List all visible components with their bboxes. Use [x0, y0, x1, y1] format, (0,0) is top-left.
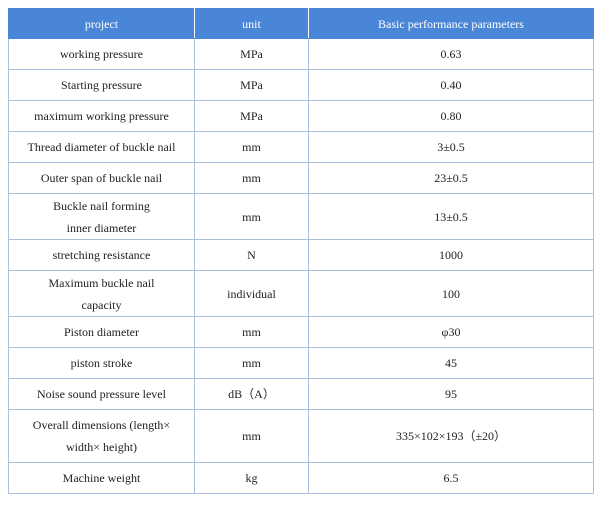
table-cell: mm [194, 162, 309, 194]
table-row: Starting pressure MPa 0.40 [8, 69, 594, 101]
table-cell: 0.80 [308, 100, 594, 132]
table-row: Overall dimensions (length× width× heigh… [8, 409, 594, 463]
cell-text: MPa [240, 78, 263, 92]
cell-text: mm [242, 209, 261, 224]
cell-text: Buckle nail forming inner diameter [53, 198, 150, 235]
cell-text: Maximum buckle nail capacity [48, 275, 155, 312]
cell-text: 13±0.5 [434, 209, 468, 224]
cell-text: 0.80 [440, 109, 462, 123]
cell-text: 0.63 [440, 47, 462, 61]
table-cell: MPa [194, 38, 309, 70]
table-row: piston stroke mm 45 [8, 347, 594, 379]
table-cell: Buckle nail forming inner diameter [8, 193, 195, 240]
header-row: project unit Basic performance parameters [8, 8, 594, 39]
table-row: Thread diameter of buckle nail mm 3±0.5 [8, 131, 594, 163]
cell-text: Noise sound pressure level [37, 387, 166, 401]
header-cell: project [8, 8, 195, 39]
table-cell: Outer span of buckle nail [8, 162, 195, 194]
table-cell: individual [194, 270, 309, 317]
table-cell: stretching resistance [8, 239, 195, 271]
table-cell: piston stroke [8, 347, 195, 379]
cell-text: mm [242, 171, 261, 185]
cell-text: mm [242, 356, 261, 370]
table-cell: 100 [308, 270, 594, 317]
header-cell: Basic performance parameters [308, 8, 594, 39]
table-cell: Starting pressure [8, 69, 195, 101]
table-cell: 3±0.5 [308, 131, 594, 163]
table-cell: working pressure [8, 38, 195, 70]
table-cell: mm [194, 409, 309, 463]
table-cell: MPa [194, 100, 309, 132]
cell-text: Machine weight [62, 471, 141, 485]
spec-table: project unit Basic performance parameters … [8, 8, 594, 494]
cell-text: mm [242, 429, 261, 443]
table-row: Outer span of buckle nail mm 23±0.5 [8, 162, 594, 194]
cell-text: maximum working pressure [34, 109, 169, 123]
cell-text: 0.40 [440, 78, 462, 92]
table-cell: MPa [194, 69, 309, 101]
table-row: Piston diameter mm φ30 [8, 316, 594, 348]
cell-text: stretching resistance [52, 248, 151, 262]
table-row: Maximum buckle nail capacity individual 10… [8, 270, 594, 317]
cell-text: working pressure [60, 47, 143, 61]
table-cell: Overall dimensions (length× width× heigh… [8, 409, 195, 463]
table-cell: dB（A） [194, 378, 309, 410]
cell-text: piston stroke [70, 356, 133, 370]
table-cell: kg [194, 462, 309, 494]
table-cell: 0.40 [308, 69, 594, 101]
table-cell: Maximum buckle nail capacity [8, 270, 195, 317]
table-cell: φ30 [308, 316, 594, 348]
cell-text: individual [227, 286, 276, 301]
cell-text: 23±0.5 [434, 171, 468, 185]
table-cell: Machine weight [8, 462, 195, 494]
table-cell: Noise sound pressure level [8, 378, 195, 410]
cell-text: φ30 [441, 325, 461, 339]
cell-text: Thread diameter of buckle nail [27, 140, 176, 154]
cell-text: Starting pressure [61, 78, 142, 92]
table-body: working pressure MPa 0.63 Starting pressure… [8, 38, 594, 494]
cell-text: 45 [445, 356, 457, 370]
cell-text: 1000 [439, 248, 463, 262]
cell-text: N [247, 248, 256, 262]
cell-text: dB（A） [228, 387, 275, 401]
table-cell: 335×102×193（±20） [308, 409, 594, 463]
table-cell: N [194, 239, 309, 271]
table-row: stretching resistance N 1000 [8, 239, 594, 271]
table-row: Buckle nail forming inner diameter mm 13±0… [8, 193, 594, 240]
table-cell: maximum working pressure [8, 100, 195, 132]
cell-text: mm [242, 140, 261, 154]
table-cell: 6.5 [308, 462, 594, 494]
table-cell: 45 [308, 347, 594, 379]
cell-text: 100 [442, 286, 460, 301]
cell-text: mm [242, 325, 261, 339]
cell-text: Piston diameter [64, 325, 139, 339]
table-cell: 23±0.5 [308, 162, 594, 194]
cell-text: Overall dimensions (length× width× heigh… [32, 418, 171, 454]
table-cell: 0.63 [308, 38, 594, 70]
table-cell: Piston diameter [8, 316, 195, 348]
header-cell: unit [194, 8, 309, 39]
cell-text: Outer span of buckle nail [40, 171, 163, 185]
cell-text: kg [245, 471, 258, 485]
table-row: maximum working pressure MPa 0.80 [8, 100, 594, 132]
cell-text: 3±0.5 [437, 140, 465, 154]
table-cell: 1000 [308, 239, 594, 271]
table-cell: mm [194, 131, 309, 163]
cell-text: 335×102×193（±20） [395, 429, 507, 443]
cell-text: MPa [240, 47, 263, 61]
table-cell: 13±0.5 [308, 193, 594, 240]
table-cell: mm [194, 347, 309, 379]
table-row: Noise sound pressure level dB（A） 95 [8, 378, 594, 410]
table-cell: mm [194, 316, 309, 348]
cell-text: 95 [445, 387, 457, 401]
table-row: Machine weight kg 6.5 [8, 462, 594, 494]
table-cell: 95 [308, 378, 594, 410]
table-cell: mm [194, 193, 309, 240]
table-cell: Thread diameter of buckle nail [8, 131, 195, 163]
cell-text: 6.5 [443, 471, 459, 485]
cell-text: MPa [240, 109, 263, 123]
table-row: working pressure MPa 0.63 [8, 38, 594, 70]
